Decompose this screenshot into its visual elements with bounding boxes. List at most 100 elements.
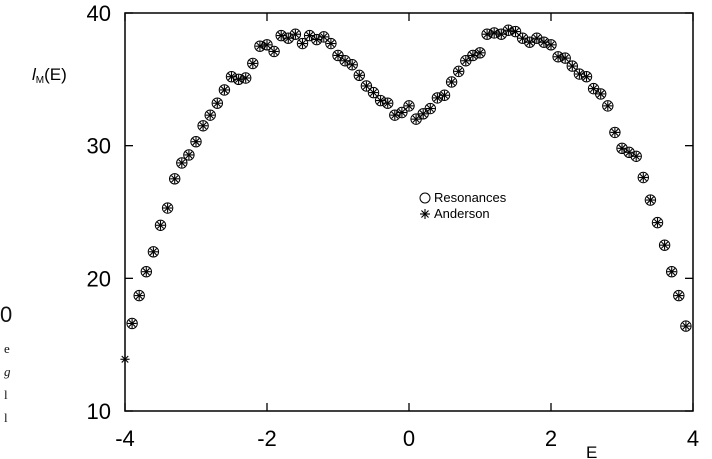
legend-asterisk-marker xyxy=(420,209,430,219)
anderson-point xyxy=(567,61,577,71)
anderson-point xyxy=(539,37,549,47)
anderson-point xyxy=(667,267,677,277)
anderson-point xyxy=(496,29,506,39)
resonances-point xyxy=(268,45,280,58)
anderson-point xyxy=(141,267,151,277)
resonances-point xyxy=(651,216,664,229)
margin-fragment-3: l xyxy=(4,387,8,402)
anderson-point xyxy=(432,93,442,103)
anderson-point xyxy=(148,247,158,257)
resonances-point xyxy=(602,100,614,112)
anderson-point xyxy=(170,174,180,184)
resonances-point xyxy=(531,32,543,44)
axis-ticks xyxy=(124,12,694,412)
x-tick-label: 2 xyxy=(545,426,557,451)
anderson-point xyxy=(241,73,251,83)
anderson-point xyxy=(560,53,570,63)
resonances-point xyxy=(424,102,436,115)
anderson-point xyxy=(326,38,336,49)
resonances-point xyxy=(339,55,351,67)
y-axis-label: lM(E) xyxy=(32,65,67,86)
anderson-point xyxy=(333,50,343,61)
anderson-point xyxy=(468,50,478,61)
anderson-point xyxy=(368,88,379,98)
legend-label-resonances: Resonances xyxy=(434,190,507,205)
legend-asterisk-glyph xyxy=(420,209,430,219)
anderson-point xyxy=(631,151,641,161)
anderson-point xyxy=(439,90,450,100)
anderson-point xyxy=(255,41,265,51)
anderson-point xyxy=(234,74,244,84)
anderson-point xyxy=(120,354,130,364)
resonances-point xyxy=(211,97,224,109)
anderson-point xyxy=(525,37,535,47)
resonances-point xyxy=(204,109,216,121)
anderson-point xyxy=(447,77,457,87)
margin-fragment-0: 0 xyxy=(0,302,13,327)
anderson-point xyxy=(212,98,222,108)
anderson-point xyxy=(312,34,322,45)
resonances-point xyxy=(353,69,365,82)
y-axis-label-sub: M xyxy=(36,75,44,86)
anderson-point xyxy=(262,40,272,50)
anderson-point xyxy=(390,110,400,120)
anderson-point xyxy=(660,240,670,250)
anderson-point xyxy=(297,38,308,49)
margin-fragment-2: g xyxy=(4,364,11,379)
anderson-point xyxy=(603,101,613,111)
resonances-point xyxy=(630,150,642,162)
resonances-point xyxy=(183,149,195,161)
anderson-point xyxy=(305,30,315,41)
anderson-point xyxy=(418,109,428,119)
resonances-point xyxy=(637,171,649,184)
anderson-point xyxy=(503,25,513,35)
resonances-point xyxy=(169,173,181,185)
margin-fragment-4: l xyxy=(4,410,8,425)
resonances-point xyxy=(445,76,458,88)
anderson-point xyxy=(269,46,279,57)
anderson-point xyxy=(163,203,173,213)
anderson-point xyxy=(191,137,201,147)
resonances-point xyxy=(360,80,373,92)
resonances-point xyxy=(147,246,160,258)
anderson-point xyxy=(404,101,414,111)
axis-tick-labels: -4 -2 0 2 4 10 20 30 40 xyxy=(87,1,700,451)
anderson-point xyxy=(290,29,300,39)
x-axis-label: E xyxy=(586,443,597,459)
anderson-point xyxy=(624,147,634,157)
anderson-point xyxy=(482,29,492,39)
y-axis-label-main: l xyxy=(32,65,37,84)
resonances-point xyxy=(666,266,678,278)
anderson-point xyxy=(645,195,655,205)
x-tick-label: 0 xyxy=(403,426,415,451)
anderson-point xyxy=(361,81,371,91)
legend-label-anderson: Anderson xyxy=(434,206,490,221)
anderson-point xyxy=(681,321,691,331)
legend-circle-marker xyxy=(419,192,431,204)
resonances-point xyxy=(247,57,259,70)
plot-frame xyxy=(124,12,694,412)
resonances-point xyxy=(140,266,153,278)
y-tick-label: 10 xyxy=(87,399,111,424)
anderson-point xyxy=(489,28,499,38)
anderson-point xyxy=(134,290,144,301)
anderson-point xyxy=(674,290,684,301)
resonances-point xyxy=(644,194,657,206)
resonances-point xyxy=(658,239,671,251)
anderson-point xyxy=(589,84,599,94)
resonances-point xyxy=(176,157,188,169)
anderson-point xyxy=(652,218,663,228)
anderson-point xyxy=(226,72,237,82)
anderson-point xyxy=(638,172,648,183)
anderson-point xyxy=(610,127,620,137)
anderson-point xyxy=(184,150,194,160)
anderson-point xyxy=(383,98,393,108)
x-tick-label: -4 xyxy=(115,426,135,451)
resonances-point xyxy=(289,28,302,40)
resonances-point xyxy=(673,289,685,302)
resonances-point xyxy=(303,29,316,42)
resonances-point xyxy=(325,37,337,50)
x-tick-label: -2 xyxy=(257,426,277,451)
legend: Resonances Anderson xyxy=(419,190,507,221)
anderson-point xyxy=(518,33,528,43)
